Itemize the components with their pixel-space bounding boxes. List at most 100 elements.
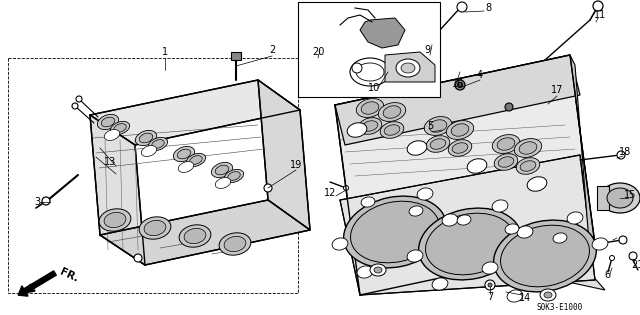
Text: 17: 17: [551, 85, 563, 95]
Ellipse shape: [350, 58, 390, 86]
Ellipse shape: [396, 59, 420, 77]
Polygon shape: [90, 115, 145, 265]
Circle shape: [264, 184, 272, 192]
Ellipse shape: [451, 124, 469, 136]
Text: 21: 21: [631, 260, 640, 270]
Ellipse shape: [401, 63, 415, 73]
Text: FR.: FR.: [58, 266, 80, 284]
Ellipse shape: [497, 138, 515, 150]
Ellipse shape: [493, 220, 596, 292]
Polygon shape: [570, 55, 595, 255]
Text: 2: 2: [269, 45, 275, 55]
Ellipse shape: [515, 139, 541, 158]
Ellipse shape: [225, 169, 244, 183]
Polygon shape: [335, 55, 595, 295]
Circle shape: [344, 186, 349, 191]
Text: 3: 3: [34, 197, 40, 207]
Ellipse shape: [516, 158, 540, 174]
Ellipse shape: [500, 225, 589, 287]
Text: 14: 14: [519, 293, 531, 303]
Text: 15: 15: [624, 190, 636, 200]
Ellipse shape: [424, 117, 452, 135]
Ellipse shape: [519, 142, 537, 154]
Ellipse shape: [361, 197, 375, 207]
Polygon shape: [100, 200, 310, 265]
Ellipse shape: [139, 217, 171, 239]
Ellipse shape: [374, 267, 382, 273]
Ellipse shape: [607, 188, 633, 208]
Text: 10: 10: [368, 83, 380, 93]
Text: 4: 4: [477, 70, 483, 80]
Circle shape: [72, 103, 78, 109]
Ellipse shape: [567, 212, 583, 224]
Circle shape: [455, 80, 465, 90]
Ellipse shape: [409, 206, 423, 216]
Ellipse shape: [351, 201, 440, 263]
Ellipse shape: [448, 140, 472, 156]
Text: 6: 6: [604, 270, 610, 280]
Ellipse shape: [189, 156, 202, 164]
Ellipse shape: [540, 289, 556, 301]
Ellipse shape: [492, 135, 520, 153]
Polygon shape: [360, 18, 405, 48]
Ellipse shape: [140, 133, 153, 143]
Ellipse shape: [383, 106, 401, 118]
Ellipse shape: [184, 228, 206, 243]
Ellipse shape: [592, 238, 608, 250]
Text: 5: 5: [427, 121, 433, 131]
Circle shape: [457, 2, 467, 12]
Ellipse shape: [452, 143, 468, 153]
Text: 16: 16: [452, 79, 464, 89]
Ellipse shape: [467, 159, 487, 173]
Ellipse shape: [505, 224, 519, 234]
Ellipse shape: [429, 120, 447, 132]
Text: 1: 1: [162, 47, 168, 57]
Ellipse shape: [384, 125, 400, 135]
Ellipse shape: [141, 146, 157, 157]
Text: 20: 20: [312, 47, 324, 57]
Bar: [298, 2, 440, 97]
Ellipse shape: [407, 250, 423, 262]
Bar: [231, 52, 241, 60]
Ellipse shape: [104, 129, 120, 140]
Ellipse shape: [482, 262, 498, 274]
Circle shape: [76, 96, 82, 102]
Ellipse shape: [600, 183, 640, 213]
Circle shape: [593, 1, 603, 11]
Circle shape: [629, 252, 637, 260]
Text: 19: 19: [290, 160, 302, 170]
Circle shape: [505, 103, 513, 111]
Ellipse shape: [186, 153, 205, 167]
Ellipse shape: [211, 163, 232, 178]
Ellipse shape: [356, 63, 384, 81]
Ellipse shape: [494, 154, 518, 170]
Ellipse shape: [358, 118, 382, 134]
Ellipse shape: [417, 188, 433, 200]
Ellipse shape: [378, 103, 406, 121]
Ellipse shape: [492, 200, 508, 212]
Bar: [597, 186, 609, 210]
Ellipse shape: [426, 136, 450, 152]
Ellipse shape: [104, 212, 126, 228]
Ellipse shape: [136, 130, 157, 146]
Circle shape: [321, 48, 326, 53]
Ellipse shape: [101, 117, 115, 127]
Ellipse shape: [430, 139, 446, 149]
Ellipse shape: [97, 114, 118, 129]
Polygon shape: [90, 80, 300, 145]
Text: 18: 18: [619, 147, 631, 157]
Ellipse shape: [215, 178, 230, 188]
Ellipse shape: [173, 146, 195, 162]
Ellipse shape: [517, 226, 533, 238]
Ellipse shape: [344, 196, 446, 268]
Ellipse shape: [179, 225, 211, 247]
Text: 12: 12: [324, 188, 336, 198]
Circle shape: [352, 63, 362, 73]
Circle shape: [458, 83, 463, 88]
Ellipse shape: [446, 121, 474, 140]
FancyArrow shape: [18, 271, 56, 296]
Ellipse shape: [520, 161, 536, 171]
Bar: [8, 58, 298, 293]
Ellipse shape: [219, 233, 251, 255]
Ellipse shape: [110, 121, 130, 135]
